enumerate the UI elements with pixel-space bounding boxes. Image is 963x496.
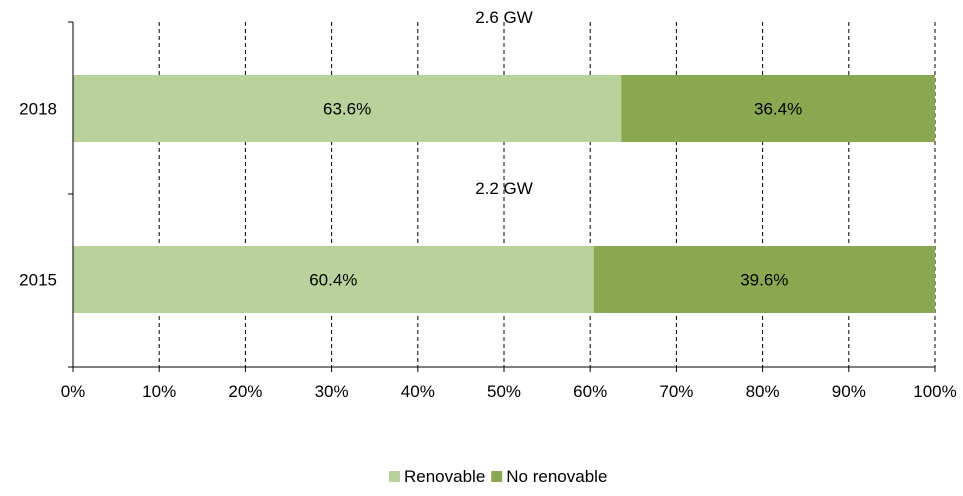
data-label: 63.6% bbox=[323, 100, 371, 119]
bar-2015-no-renovable bbox=[593, 246, 935, 313]
x-tick-label: 40% bbox=[401, 382, 435, 401]
x-tick-label: 20% bbox=[228, 382, 262, 401]
grid-lines bbox=[158, 22, 936, 367]
bar-2018-renovable bbox=[73, 75, 622, 142]
x-tick-label: 90% bbox=[832, 382, 866, 401]
data-label: 36.4% bbox=[754, 100, 802, 119]
data-label: 60.4% bbox=[309, 271, 357, 290]
legend-swatch bbox=[389, 471, 400, 482]
x-tick-label: 60% bbox=[573, 382, 607, 401]
legend: Renovable No renovable bbox=[389, 467, 607, 486]
x-tick-label: 10% bbox=[142, 382, 176, 401]
bar-2015-renovable bbox=[73, 246, 594, 313]
category-label: 2015 bbox=[19, 271, 57, 290]
x-tick-label: 0% bbox=[61, 382, 86, 401]
axes bbox=[68, 21, 936, 372]
legend-swatch bbox=[491, 471, 503, 482]
x-tick-label: 30% bbox=[315, 382, 349, 401]
data-label: 39.6% bbox=[740, 271, 788, 290]
labels: 63.6% 36.4% 2018 2.6 GW 60.4% 39.6% 2015 2.2 GW… bbox=[19, 8, 957, 401]
bars bbox=[73, 75, 935, 313]
category-label: 2018 bbox=[19, 100, 57, 119]
bar-2018-no-renovable bbox=[621, 75, 935, 142]
x-tick-label: 100% bbox=[913, 382, 956, 401]
x-tick-label: 50% bbox=[487, 382, 521, 401]
total-label: 2.6 GW bbox=[475, 8, 533, 27]
x-tick-label: 70% bbox=[659, 382, 693, 401]
total-label: 2.2 GW bbox=[475, 179, 533, 198]
x-tick-label: 80% bbox=[746, 382, 780, 401]
legend-label: No renovable bbox=[506, 467, 607, 486]
legend-label: Renovable bbox=[404, 467, 485, 486]
